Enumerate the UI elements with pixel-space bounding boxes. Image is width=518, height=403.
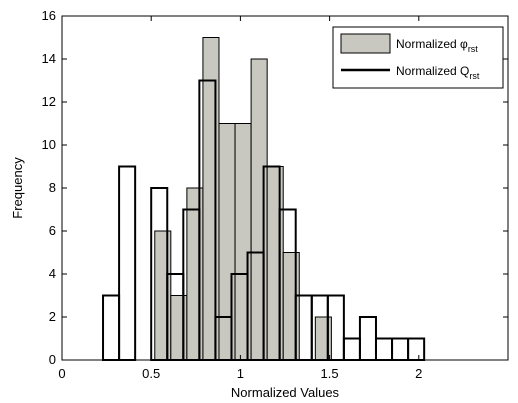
q-bar-17: [374, 337, 394, 361]
x-tick-label: 0.5: [142, 366, 160, 381]
y-tick-label: 12: [42, 94, 56, 109]
phi-bar-1: [170, 295, 188, 361]
phi-bar-8: [282, 252, 300, 361]
legend-label-phi: Normalized φrst: [396, 37, 478, 54]
y-tick-label: 6: [49, 223, 56, 238]
phi-bar-9: [314, 316, 332, 361]
phi-bar-3: [202, 37, 220, 361]
q-bar-18: [391, 337, 410, 361]
q-bar-16: [358, 316, 377, 361]
q-bar-0: [102, 294, 121, 361]
q-bar-1: [118, 165, 137, 361]
y-axis-title: Frequency: [10, 157, 25, 219]
y-tick-label: 10: [42, 137, 56, 152]
x-axis-title: Normalized Values: [231, 385, 340, 400]
phi-bar-7: [266, 166, 284, 361]
q-bar-15: [342, 337, 361, 361]
x-tick-label: 0: [58, 366, 65, 381]
phi-bar-4: [218, 123, 236, 361]
y-tick-label: 14: [42, 51, 56, 66]
legend-swatch-phi: [340, 33, 391, 54]
x-tick-label: 1.5: [321, 366, 339, 381]
phi-bar-5: [234, 123, 252, 361]
phi-symbol: φ: [460, 37, 468, 51]
y-tick-label: 2: [49, 309, 56, 324]
ticks-layer: 0 0.5 1 1.5 2 0 2 4 6 8 10 12 14 16: [42, 8, 508, 381]
x-tick-label: 1: [237, 366, 244, 381]
y-tick-label: 16: [42, 8, 56, 23]
y-tick-label: 4: [49, 266, 56, 281]
x-tick-label: 2: [415, 366, 422, 381]
phi-bar-2: [186, 187, 204, 361]
legend-label-q: Normalized Qrst: [396, 64, 480, 81]
phi-bar-0: [154, 230, 172, 361]
y-tick-label: 8: [49, 180, 56, 195]
legend: Normalized φrst Normalized Qrst: [332, 26, 504, 89]
q-bar-19: [407, 337, 426, 361]
phi-bar-6: [250, 58, 268, 361]
y-tick-label: 0: [49, 352, 56, 367]
